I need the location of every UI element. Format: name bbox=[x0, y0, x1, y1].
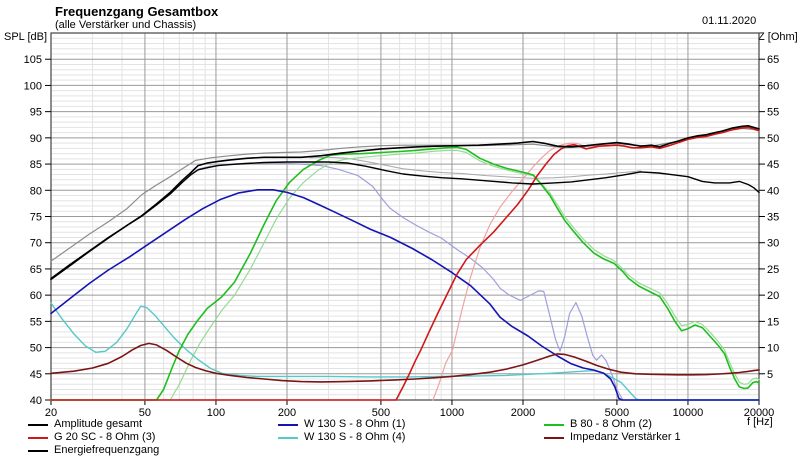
svg-text:25: 25 bbox=[767, 264, 779, 276]
svg-text:60: 60 bbox=[30, 290, 42, 302]
svg-text:100: 100 bbox=[24, 80, 42, 92]
svg-text:10: 10 bbox=[767, 343, 779, 355]
legend-line-swatch bbox=[28, 423, 48, 426]
svg-text:95: 95 bbox=[30, 107, 42, 119]
svg-text:60: 60 bbox=[767, 80, 779, 92]
svg-text:35: 35 bbox=[767, 212, 779, 224]
legend-line-swatch bbox=[278, 423, 298, 426]
legend-column-1: Amplitude gesamt G 20 SC - 8 Ohm (3) Energ… bbox=[28, 418, 159, 457]
date-label: 01.11.2020 bbox=[702, 15, 757, 27]
curve-amplitude-gesamt bbox=[50, 125, 760, 281]
x-axis-title: f [Hz] bbox=[747, 416, 773, 428]
svg-text:15: 15 bbox=[767, 316, 779, 328]
curve-w130s-1 bbox=[50, 189, 760, 401]
legend-label: W 130 S - 8 Ohm (4) bbox=[304, 431, 406, 443]
page-subtitle: (alle Verstärker und Chassis) bbox=[55, 19, 197, 31]
legend-label: W 130 S - 8 Ohm (1) bbox=[304, 418, 406, 430]
legend-label: G 20 SC - 8 Ohm (3) bbox=[54, 431, 156, 443]
svg-text:20: 20 bbox=[45, 407, 57, 419]
svg-text:10000: 10000 bbox=[673, 407, 704, 419]
svg-text:5000: 5000 bbox=[605, 407, 629, 419]
curve-w130s-1-comparison bbox=[189, 162, 760, 401]
legend-line-swatch bbox=[278, 436, 298, 439]
svg-text:45: 45 bbox=[30, 369, 42, 381]
legend-line-swatch bbox=[544, 436, 564, 439]
svg-text:40: 40 bbox=[30, 395, 42, 407]
curve-energiefrequenzgang bbox=[50, 161, 760, 280]
legend-column-2: W 130 S - 8 Ohm (1) W 130 S - 8 Ohm (4) bbox=[278, 418, 405, 444]
svg-text:50: 50 bbox=[30, 343, 42, 355]
legend-line-swatch bbox=[28, 436, 48, 439]
curve-b80-comparison bbox=[169, 149, 760, 401]
curve-b80 bbox=[50, 146, 760, 401]
svg-text:2000: 2000 bbox=[511, 407, 535, 419]
svg-text:55: 55 bbox=[30, 316, 42, 328]
svg-text:80: 80 bbox=[30, 185, 42, 197]
svg-text:1000: 1000 bbox=[440, 407, 464, 419]
legend-item: Energiefrequenzgang bbox=[28, 444, 159, 457]
curve-w130s-4 bbox=[50, 302, 760, 401]
svg-text:20: 20 bbox=[767, 290, 779, 302]
svg-text:100: 100 bbox=[207, 407, 225, 419]
svg-text:45: 45 bbox=[767, 159, 779, 171]
svg-text:30: 30 bbox=[767, 238, 779, 250]
svg-text:55: 55 bbox=[767, 107, 779, 119]
legend-line-swatch bbox=[544, 423, 564, 426]
svg-text:20000: 20000 bbox=[744, 407, 775, 419]
svg-text:40: 40 bbox=[767, 185, 779, 197]
svg-text:65: 65 bbox=[30, 264, 42, 276]
svg-text:5: 5 bbox=[767, 369, 773, 381]
svg-text:75: 75 bbox=[30, 212, 42, 224]
svg-text:90: 90 bbox=[30, 133, 42, 145]
legend-column-3: B 80 - 8 Ohm (2) Impedanz Verstärker 1 bbox=[544, 418, 681, 444]
legend-line-swatch bbox=[28, 449, 48, 452]
right-axis-title: Z [Ohm] bbox=[758, 31, 798, 43]
legend-item: B 80 - 8 Ohm (2) bbox=[544, 418, 681, 431]
svg-text:105: 105 bbox=[24, 54, 42, 66]
legend-item: Amplitude gesamt bbox=[28, 418, 159, 431]
curve-g20sc-comparison bbox=[432, 142, 618, 401]
legend-label: B 80 - 8 Ohm (2) bbox=[570, 418, 652, 430]
svg-text:85: 85 bbox=[30, 159, 42, 171]
page-title: Frequenzgang Gesamtbox bbox=[55, 4, 219, 19]
svg-text:65: 65 bbox=[767, 54, 779, 66]
legend-label: Amplitude gesamt bbox=[54, 418, 143, 430]
svg-text:200: 200 bbox=[278, 407, 296, 419]
svg-text:50: 50 bbox=[139, 407, 151, 419]
legend-label: Energiefrequenzgang bbox=[54, 444, 160, 456]
svg-text:500: 500 bbox=[372, 407, 390, 419]
legend-item: W 130 S - 8 Ohm (1) bbox=[278, 418, 405, 431]
curve-energiefrequenzgang-comparison bbox=[309, 156, 642, 179]
left-axis-title: SPL [dB] bbox=[4, 31, 48, 43]
legend-item: Impedanz Verstärker 1 bbox=[544, 431, 681, 444]
legend-label: Impedanz Verstärker 1 bbox=[570, 431, 681, 443]
svg-text:70: 70 bbox=[30, 238, 42, 250]
legend-item: G 20 SC - 8 Ohm (3) bbox=[28, 431, 159, 444]
svg-text:50: 50 bbox=[767, 133, 779, 145]
legend-item: W 130 S - 8 Ohm (4) bbox=[278, 431, 405, 444]
curve-impedanz-verstaerker-1 bbox=[50, 342, 760, 383]
